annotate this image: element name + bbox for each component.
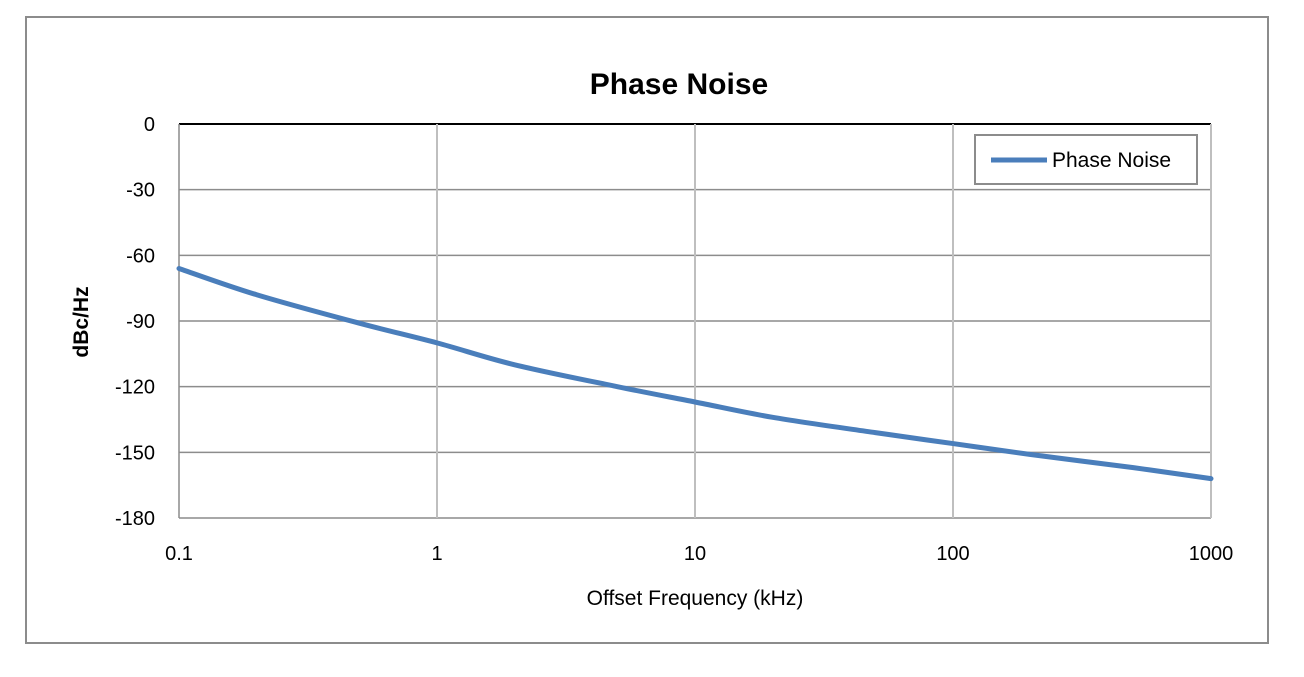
series-line-phase-noise [176,265,1214,482]
y-tick-label: -120 [115,377,155,399]
x-tick-label: 0.1 [165,543,193,565]
chart-frame [25,16,1269,644]
legend-label-phase-noise: Phase Noise [1052,149,1171,172]
y-axis-label: dBc/Hz [70,286,93,357]
y-tick-label: -180 [115,508,155,530]
y-tick-labels: 0 -30 -60 -90 -120 -150 -180 [115,114,155,530]
chart-title: Phase Noise [590,68,768,101]
x-tick-label: 100 [936,543,969,565]
grid [178,123,1212,519]
x-tick-label: 10 [684,543,706,565]
x-tick-labels: 0.1 1 10 100 1000 [165,543,1233,565]
y-tick-label: 0 [144,114,155,136]
legend: Phase Noise [974,134,1198,185]
y-tick-label: -30 [126,180,155,202]
y-tick-label: -60 [126,245,155,267]
x-tick-label: 1 [431,543,442,565]
y-tick-label: -90 [126,311,155,333]
y-tick-label: -150 [115,442,155,464]
x-axis-label: Offset Frequency (kHz) [587,587,804,610]
x-tick-label: 1000 [1189,543,1234,565]
